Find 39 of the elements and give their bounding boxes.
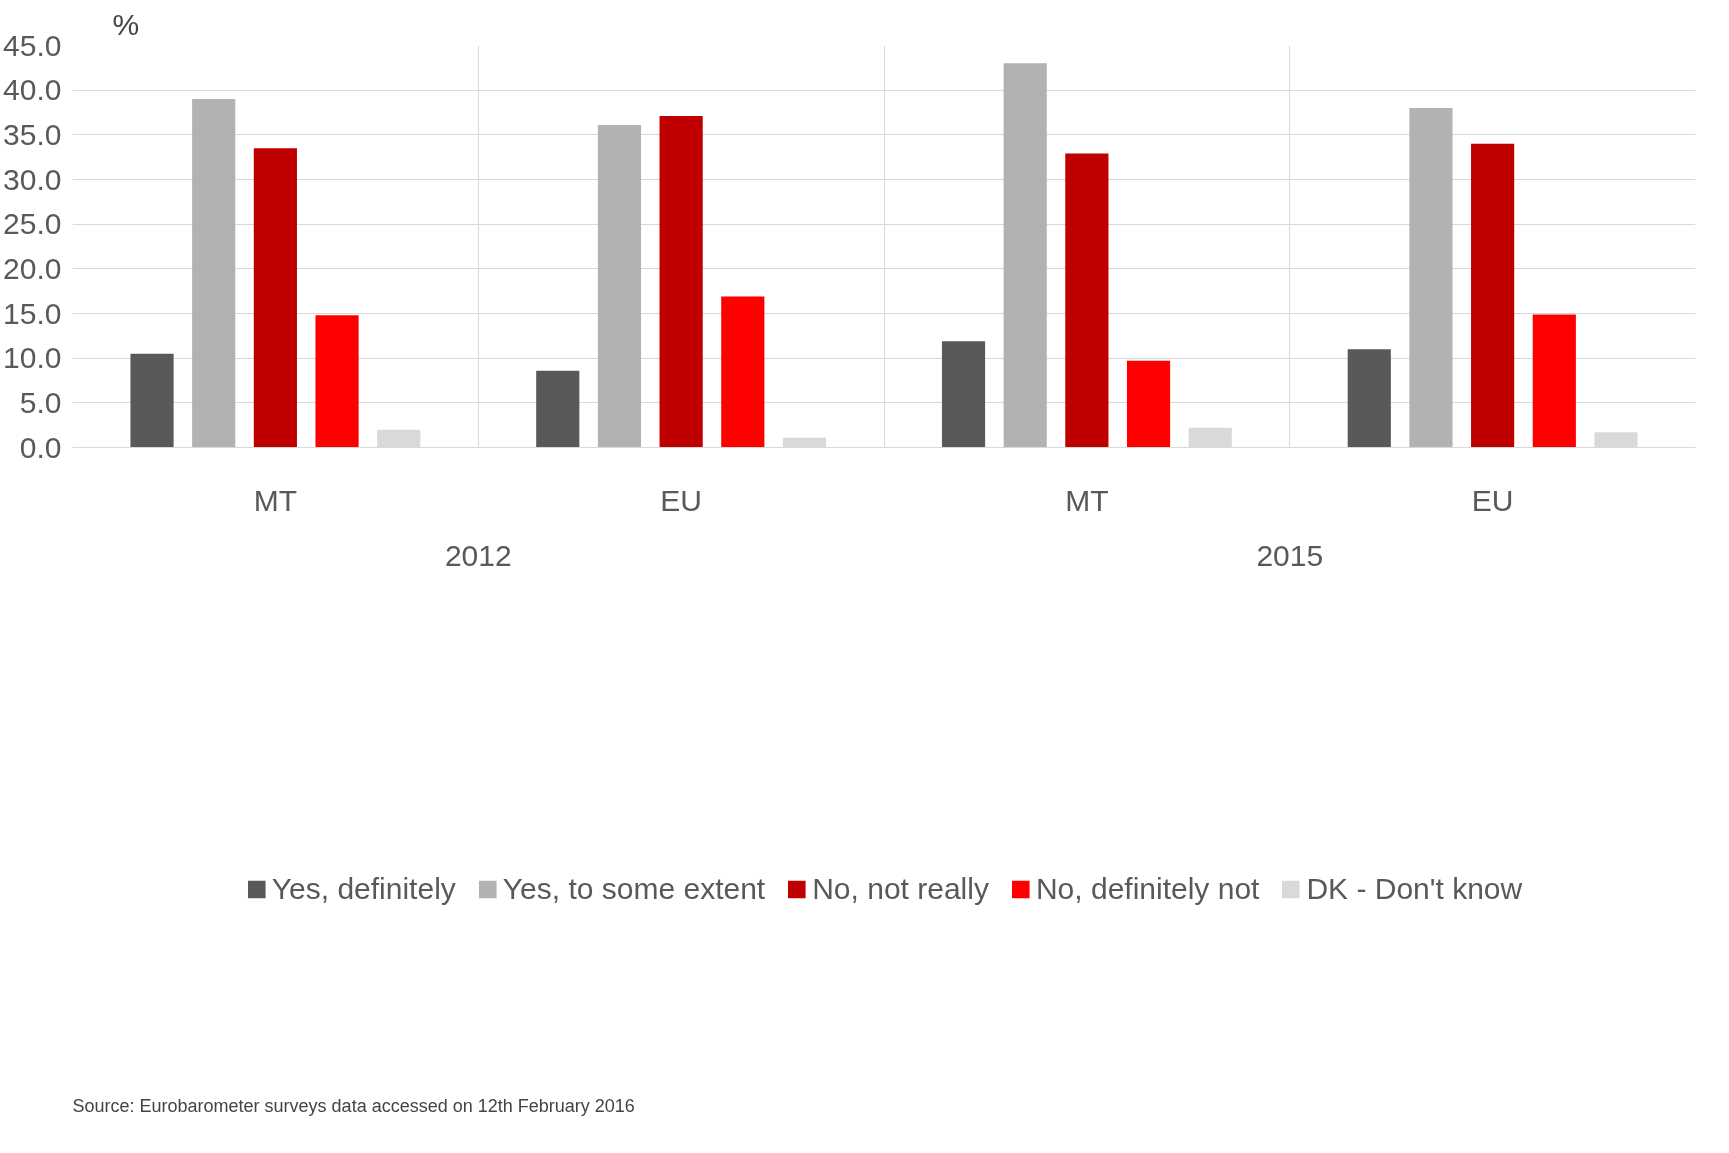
y-tick-label: 30.0	[3, 162, 62, 196]
y-axis-title: %	[112, 7, 140, 41]
legend-label: No, definitely not	[1035, 871, 1260, 906]
y-tick-label: 5.0	[19, 385, 62, 419]
source-note: Source: Eurobarometer surveys data accessed on 12th February 2016	[72, 1095, 635, 1116]
legend-label: DK - Don't know	[1306, 871, 1523, 906]
text: 2012	[444, 538, 512, 572]
bar	[721, 296, 765, 448]
bar	[192, 99, 236, 448]
bar	[941, 341, 986, 448]
y-tick-label: 15.0	[3, 296, 62, 330]
bar	[1532, 314, 1576, 448]
y-tick-label: 45.0	[3, 28, 62, 62]
legend-label: No, not really	[812, 871, 989, 906]
bar	[659, 116, 703, 448]
y-tick-label: 35.0	[3, 117, 62, 151]
text: 2015	[1256, 538, 1324, 572]
bar	[1126, 360, 1171, 448]
bar	[1003, 63, 1047, 448]
bar	[1471, 143, 1515, 448]
legend-label: Yes, definitely	[271, 871, 456, 906]
y-tick-label: 0.0	[19, 430, 62, 464]
x-tick-label: EU	[660, 483, 702, 517]
x-tick-label: EU	[1471, 483, 1514, 517]
x-tick-label: MT	[253, 483, 298, 517]
x-tick-label: MT	[1065, 483, 1109, 517]
bar	[597, 125, 642, 448]
bar	[253, 148, 297, 448]
bar	[130, 353, 174, 448]
y-tick-label: 20.0	[3, 251, 62, 285]
bar	[1409, 108, 1453, 448]
y-tick-label: 10.0	[3, 341, 62, 375]
y-tick-label: 25.0	[3, 207, 62, 241]
bar	[1347, 349, 1391, 448]
y-tick-label: 40.0	[3, 73, 62, 107]
bar	[1065, 153, 1109, 448]
bar	[536, 370, 580, 448]
legend-label: Yes, to some extent	[502, 871, 766, 906]
bar	[315, 315, 359, 448]
